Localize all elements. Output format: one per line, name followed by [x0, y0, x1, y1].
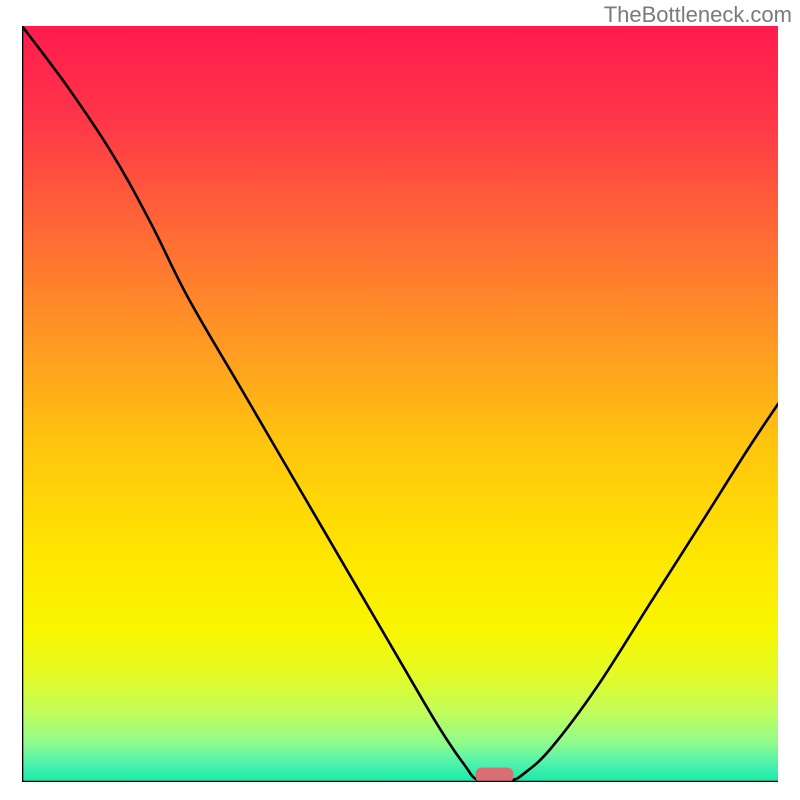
chart-container: TheBottleneck.com — [0, 0, 800, 800]
chart-background — [22, 26, 778, 782]
chart-area — [22, 26, 778, 782]
optimal-point-marker — [476, 768, 514, 782]
watermark-text: TheBottleneck.com — [604, 2, 792, 28]
bottleneck-curve-chart — [22, 26, 778, 782]
